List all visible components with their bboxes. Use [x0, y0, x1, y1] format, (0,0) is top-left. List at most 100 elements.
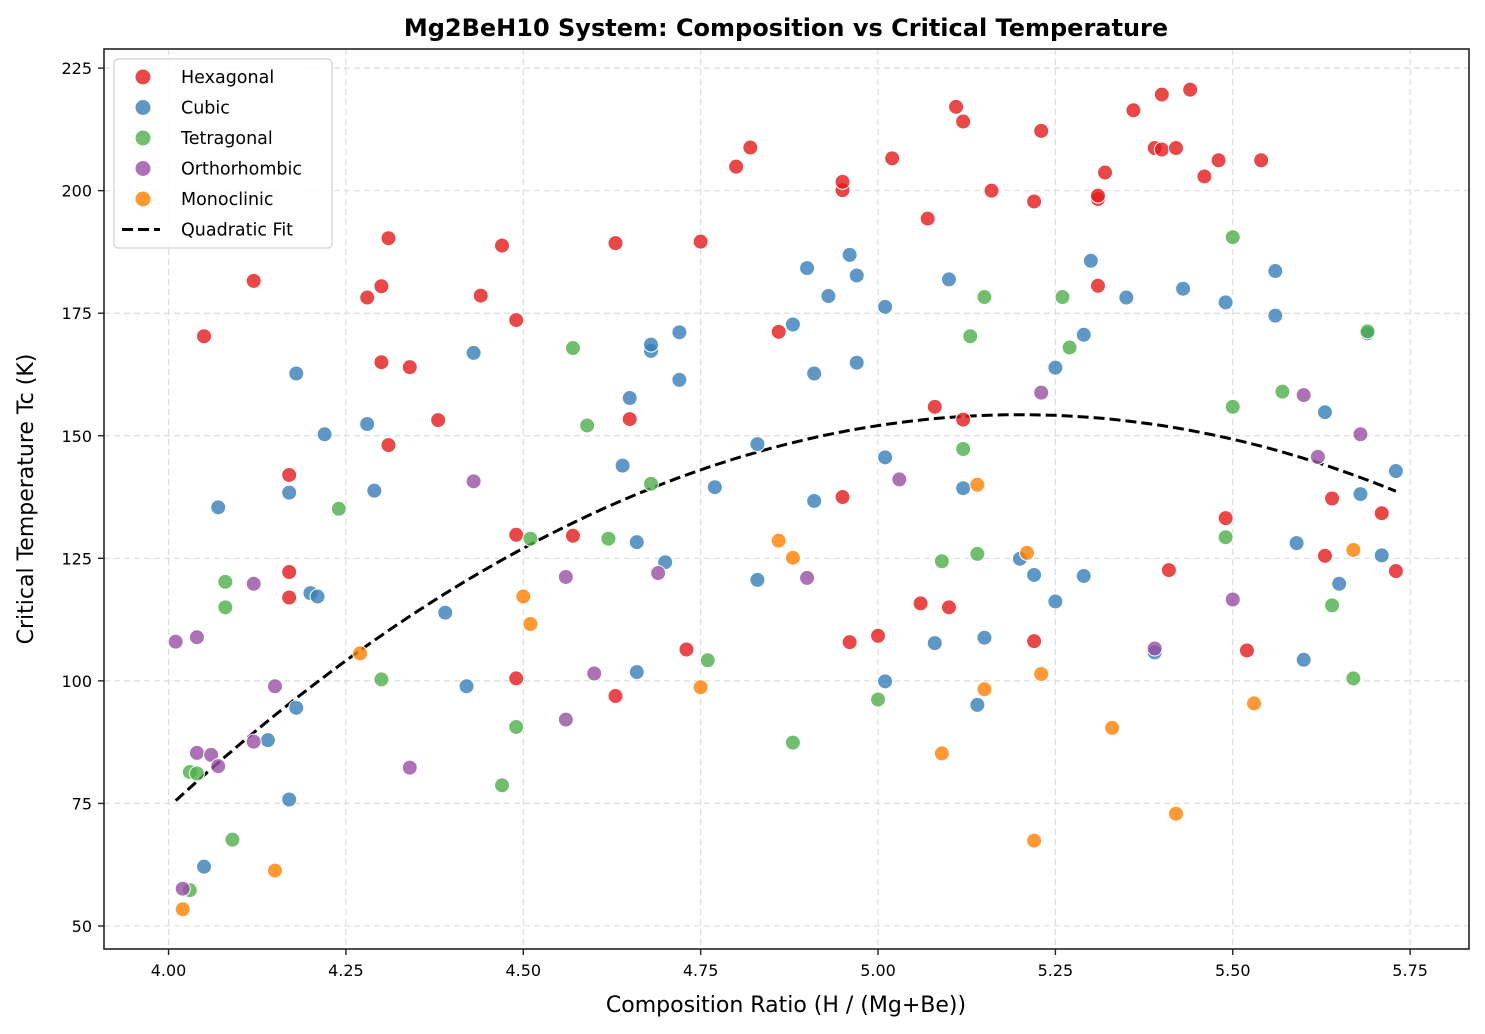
legend-label: Tetragonal — [180, 129, 273, 149]
data-point — [281, 466, 298, 483]
data-point — [472, 287, 489, 304]
data-point — [380, 230, 397, 247]
data-point — [621, 411, 638, 428]
data-point — [465, 473, 482, 490]
data-point — [962, 328, 979, 345]
x-tick-label: 4.25 — [328, 961, 364, 980]
data-point — [621, 390, 638, 407]
data-point — [933, 745, 950, 762]
data-point — [522, 530, 539, 547]
plot-frame — [103, 48, 1470, 950]
data-point — [1026, 566, 1043, 583]
data-point — [1217, 510, 1234, 527]
data-point — [1026, 832, 1043, 849]
y-tick-label: 225 — [61, 59, 92, 78]
legend-label: Quadratic Fit — [181, 221, 293, 241]
legend-marker — [135, 69, 151, 85]
data-point — [1089, 187, 1106, 204]
data-point — [1324, 597, 1341, 614]
data-point — [167, 633, 184, 650]
data-point — [557, 711, 574, 728]
data-point — [281, 791, 298, 808]
x-tick-label: 5.25 — [1038, 961, 1074, 980]
data-point — [508, 718, 525, 735]
data-point — [401, 359, 418, 376]
legend: Hexagonal Cubic Tetragonal Orthorhombic Mono… — [113, 58, 333, 249]
data-point — [309, 588, 326, 605]
data-point — [579, 417, 596, 434]
data-point — [281, 589, 298, 606]
y-tick-label: 50 — [72, 917, 92, 936]
data-point — [1033, 666, 1050, 682]
x-tick-label: 5.50 — [1215, 961, 1251, 980]
data-point — [806, 492, 823, 509]
data-point — [969, 696, 986, 713]
data-point — [955, 480, 972, 497]
data-point — [834, 489, 851, 506]
data-point — [1359, 323, 1376, 340]
series-monoclinic — [174, 476, 1362, 918]
data-point — [174, 880, 191, 897]
data-point — [1175, 280, 1192, 297]
data-point — [877, 673, 894, 690]
legend-label: Monoclinic — [181, 190, 274, 210]
data-point — [1118, 289, 1135, 306]
data-point — [784, 549, 801, 566]
data-point — [912, 595, 929, 612]
data-point — [1019, 544, 1036, 561]
data-point — [1316, 404, 1333, 421]
data-point — [1217, 529, 1234, 546]
data-point — [210, 758, 227, 775]
data-point — [359, 289, 376, 306]
data-point — [642, 336, 659, 353]
y-tick-label: 125 — [61, 549, 92, 568]
data-point — [316, 426, 333, 443]
data-point — [1182, 81, 1199, 98]
data-point — [799, 569, 816, 586]
data-point — [870, 691, 887, 708]
data-point — [678, 641, 695, 658]
data-point — [281, 484, 298, 501]
data-point — [259, 732, 276, 749]
data-point — [1373, 547, 1390, 564]
data-point — [266, 678, 283, 695]
data-point — [203, 746, 220, 763]
data-point — [288, 365, 305, 382]
data-point — [650, 565, 667, 582]
data-point — [188, 629, 205, 646]
data-point — [848, 267, 865, 284]
data-point — [976, 289, 993, 306]
data-point — [940, 599, 957, 616]
data-point — [1373, 505, 1390, 522]
data-point — [1316, 547, 1333, 564]
data-point — [1047, 359, 1064, 376]
data-point — [806, 365, 823, 382]
y-tick-label: 75 — [72, 794, 92, 813]
data-point — [841, 634, 858, 651]
data-point — [1267, 263, 1284, 280]
data-point — [1125, 102, 1142, 119]
data-point — [1288, 535, 1305, 552]
data-point — [1075, 567, 1092, 584]
data-point — [1196, 168, 1213, 185]
data-point — [1061, 339, 1078, 356]
data-point — [1097, 164, 1114, 181]
data-point — [330, 500, 347, 517]
fit-layer — [174, 413, 1397, 802]
data-point — [1089, 277, 1106, 294]
data-point — [841, 246, 858, 263]
series-hexagonal — [196, 81, 1404, 705]
y-axis-label: Critical Temperature Tc (K) — [14, 354, 39, 645]
data-point — [174, 901, 191, 918]
data-points — [167, 81, 1404, 918]
data-point — [877, 298, 894, 315]
legend-box — [113, 58, 333, 249]
data-point — [955, 113, 972, 130]
data-point — [1274, 383, 1291, 400]
data-point — [366, 482, 383, 499]
data-point — [373, 354, 390, 371]
data-point — [933, 553, 950, 570]
data-point — [1026, 633, 1043, 650]
data-point — [607, 235, 624, 252]
